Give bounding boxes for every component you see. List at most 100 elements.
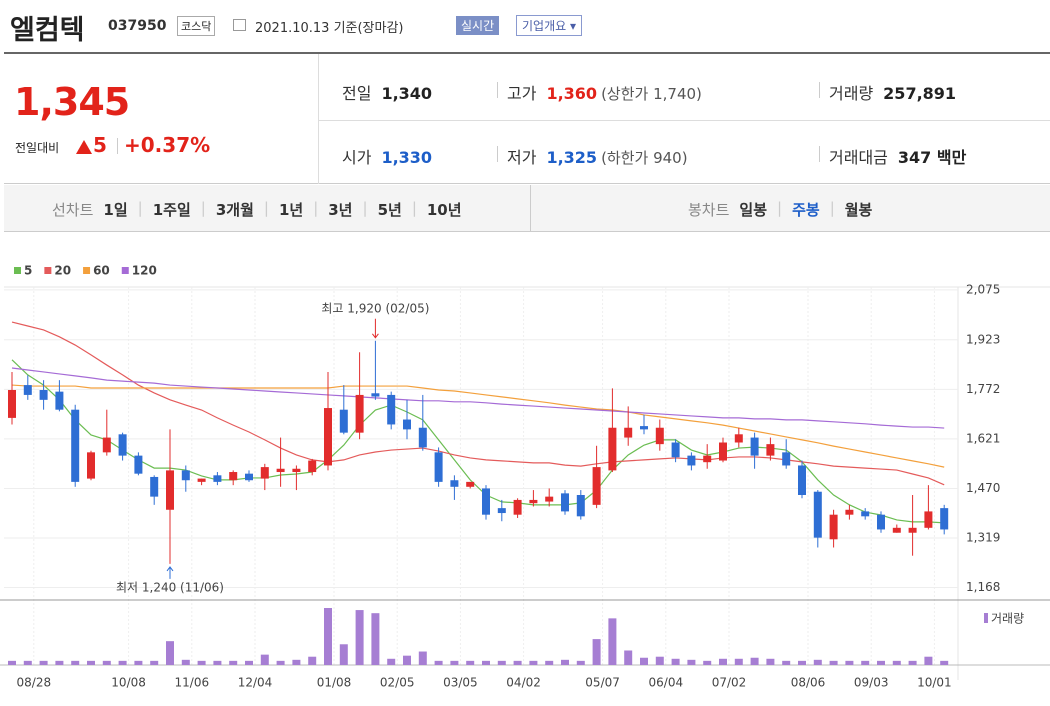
stat: 저가 1,325 (하한가 940) bbox=[507, 144, 688, 168]
candle-body bbox=[892, 527, 901, 533]
stat-label: 저가 bbox=[507, 148, 537, 167]
candle-body bbox=[592, 467, 601, 505]
low-arrow bbox=[166, 566, 174, 579]
volume-bar bbox=[782, 660, 791, 665]
volume-bar bbox=[861, 660, 870, 665]
volume-bar bbox=[71, 660, 80, 665]
separator: | bbox=[829, 199, 835, 217]
legend-label: 120 bbox=[132, 264, 157, 278]
y-tick-label: 1,319 bbox=[966, 530, 1000, 544]
volume-bar bbox=[466, 660, 475, 665]
candle-body bbox=[576, 495, 585, 517]
x-tick-label: 02/05 bbox=[380, 676, 415, 690]
volume-bar bbox=[924, 656, 933, 665]
tab[interactable]: 1주일 bbox=[152, 201, 191, 219]
candle-body bbox=[403, 419, 411, 430]
candle-body bbox=[8, 390, 16, 418]
tab[interactable]: 3년 bbox=[328, 201, 353, 219]
separator: | bbox=[200, 199, 206, 217]
candle-body bbox=[229, 472, 238, 481]
volume-bar bbox=[181, 659, 190, 665]
candle-body bbox=[482, 488, 490, 515]
legend-label: 거래량 bbox=[991, 612, 1024, 626]
candle-body bbox=[545, 496, 554, 502]
legend-swatch bbox=[984, 613, 988, 623]
tab[interactable]: 1년 bbox=[278, 201, 304, 219]
x-tick-label: 08/06 bbox=[791, 676, 826, 690]
legend-swatch bbox=[44, 267, 52, 274]
volume-bar bbox=[545, 660, 554, 665]
candle-body bbox=[55, 391, 64, 410]
volume-bar bbox=[434, 660, 443, 665]
candle-body bbox=[529, 499, 538, 504]
candle-body bbox=[197, 478, 206, 482]
volume-bar bbox=[877, 660, 885, 665]
y-tick-label: 1,470 bbox=[966, 481, 1000, 495]
tab[interactable]: 일봉 bbox=[739, 201, 768, 219]
candle-body bbox=[245, 473, 253, 481]
tab[interactable]: 월봉 bbox=[844, 201, 873, 219]
volume-bar bbox=[892, 660, 901, 665]
candle-body bbox=[213, 475, 222, 482]
volume-bar bbox=[213, 660, 222, 665]
candle-tabs: 봉차트 일봉 | 주봉 | 월봉 bbox=[688, 199, 872, 220]
candle-body bbox=[497, 508, 506, 514]
volume-bar bbox=[940, 660, 949, 665]
x-tick-label: 12/04 bbox=[238, 676, 273, 690]
candle-body bbox=[23, 385, 32, 395]
candle-body bbox=[87, 452, 95, 479]
quote-panel: 1,345 전일대비 5 +0.37% 전일 1,340 고가 1,360 (상한가 … bbox=[4, 52, 1050, 184]
tab[interactable]: 3개월 bbox=[215, 201, 254, 219]
legend-swatch bbox=[14, 267, 21, 274]
tab[interactable]: 10년 bbox=[426, 201, 462, 219]
volume-bar bbox=[134, 660, 143, 665]
volume-bar bbox=[640, 657, 648, 665]
volume-bar bbox=[624, 650, 633, 665]
ma-line bbox=[11, 384, 945, 468]
stat-label: 거래대금 bbox=[829, 148, 888, 167]
x-tick-label: 08/28 bbox=[17, 676, 52, 690]
volume-bar bbox=[655, 656, 664, 665]
volume-bar bbox=[55, 660, 64, 665]
stat-value: 347 백만 bbox=[897, 148, 967, 167]
candle-body bbox=[640, 426, 648, 430]
company-button[interactable]: 기업개요 ▾ bbox=[516, 15, 583, 36]
candle-body bbox=[150, 476, 159, 497]
tab[interactable]: 주봉 bbox=[792, 201, 820, 219]
candle-body bbox=[734, 434, 743, 443]
x-tick-label: 10/08 bbox=[111, 676, 146, 690]
tab[interactable]: 1일 bbox=[103, 201, 128, 219]
candle-body bbox=[798, 465, 806, 495]
candle-body bbox=[703, 455, 712, 463]
company-button-label[interactable]: 기업개요 bbox=[522, 19, 567, 33]
candle-body bbox=[324, 408, 332, 466]
legend-label: 60 bbox=[93, 264, 110, 278]
x-tick-label: 11/06 bbox=[175, 676, 210, 690]
realtime-button[interactable]: 실시간 bbox=[456, 16, 500, 35]
tab[interactable]: 5년 bbox=[377, 201, 402, 219]
volume-bar bbox=[529, 660, 538, 665]
candle-body bbox=[861, 511, 870, 517]
legend-swatch bbox=[83, 267, 91, 274]
candle-body bbox=[292, 468, 301, 473]
volume-bar bbox=[719, 658, 727, 665]
legend-swatch bbox=[121, 267, 129, 274]
volume-bar bbox=[561, 659, 569, 665]
divider bbox=[318, 120, 1050, 121]
separator bbox=[117, 138, 118, 154]
legend-label: 20 bbox=[54, 264, 71, 278]
separator: | bbox=[362, 199, 368, 217]
volume-bar bbox=[829, 660, 838, 665]
low-annotation: 최저 1,240 (11/06) bbox=[116, 580, 224, 594]
volume-bar bbox=[339, 644, 348, 665]
stat: 거래대금 347 백만 bbox=[829, 144, 966, 168]
x-tick-label: 04/02 bbox=[506, 676, 541, 690]
stat-label: 고가 bbox=[507, 84, 537, 103]
stat-value: 1,360 bbox=[546, 84, 598, 103]
volume-bar bbox=[766, 658, 775, 665]
volume-bar bbox=[734, 658, 743, 665]
change-label: 전일대비 bbox=[15, 141, 60, 155]
candle-body bbox=[813, 491, 822, 538]
volume-bar bbox=[908, 660, 917, 665]
